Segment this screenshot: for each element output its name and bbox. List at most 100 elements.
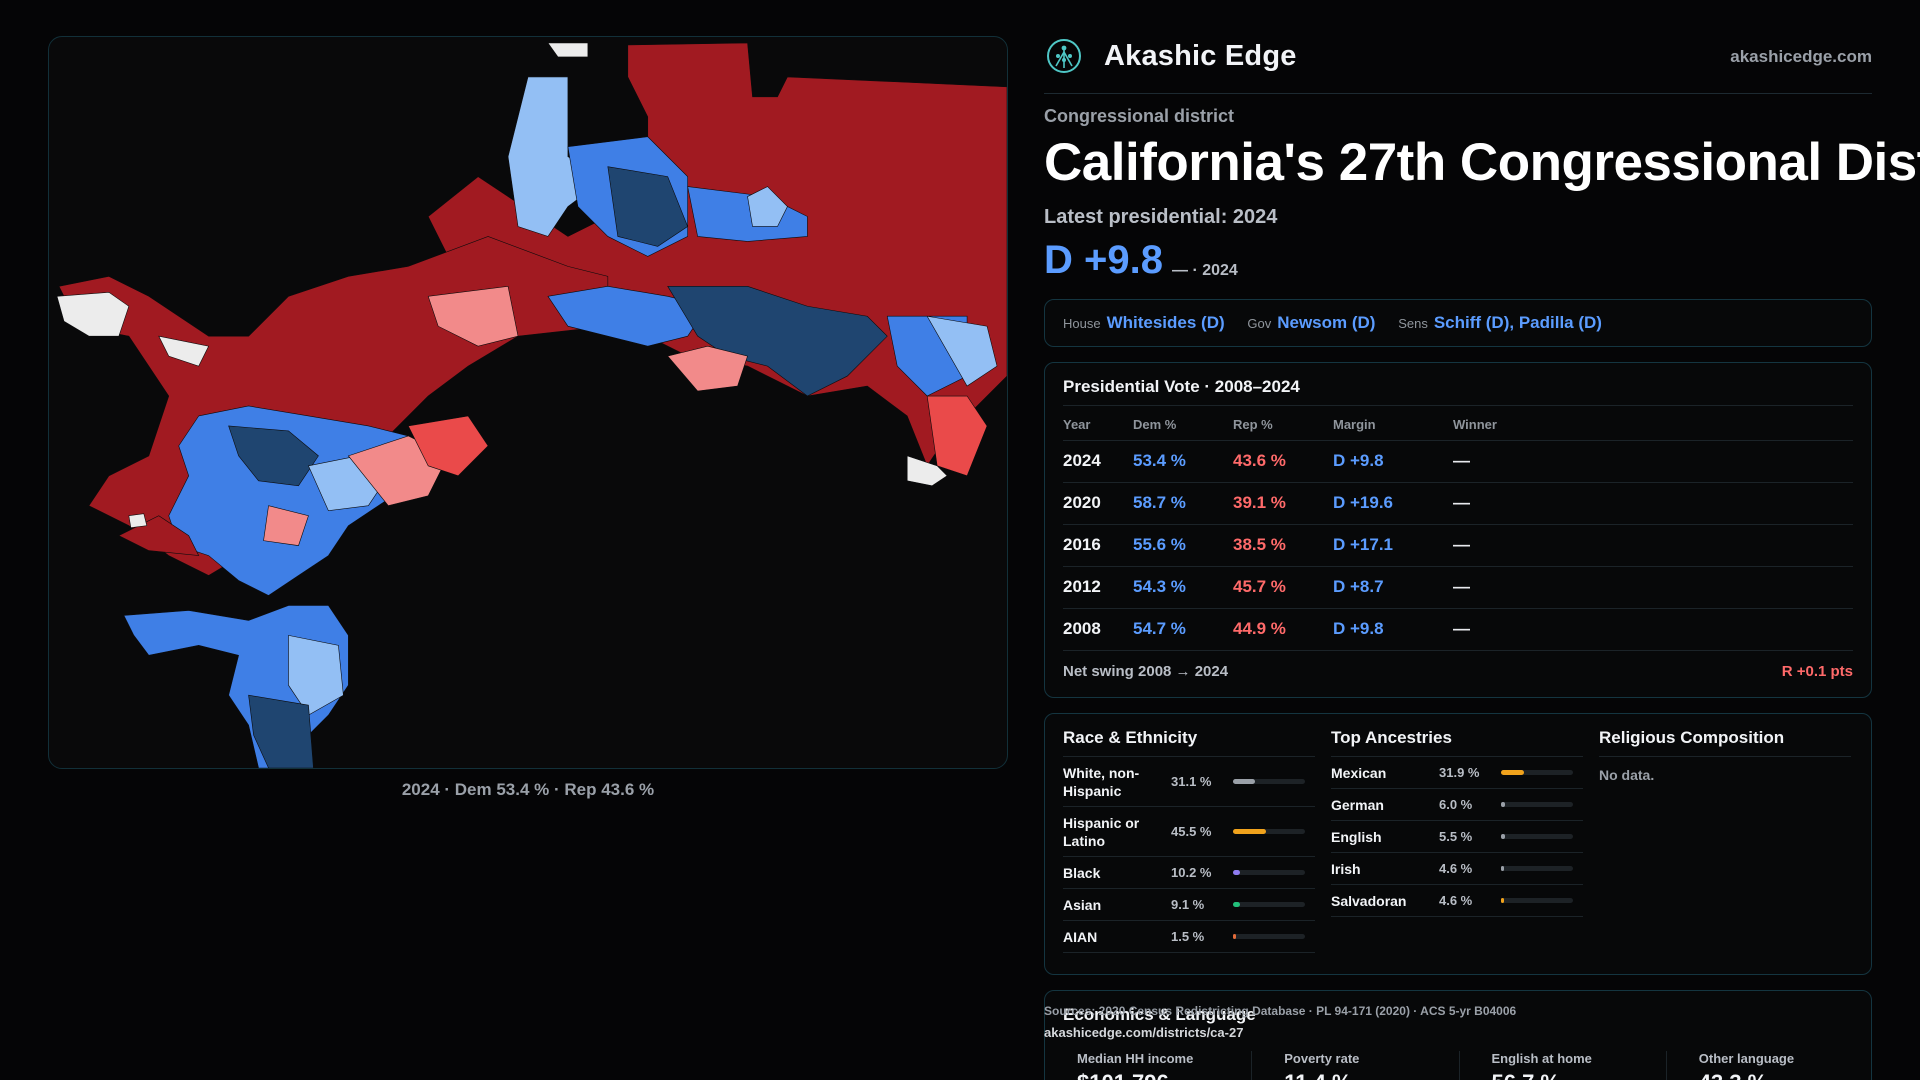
demographic-bar [1233, 779, 1305, 784]
precinct-region[interactable] [128, 513, 148, 528]
demographic-row: German 6.0 % [1331, 789, 1583, 821]
table-row[interactable]: 2012 54.3 % 45.7 % D +8.7 — [1063, 566, 1853, 609]
ancestries-title: Top Ancestries [1331, 728, 1583, 757]
district-map[interactable] [48, 36, 1008, 769]
house-rep-link[interactable]: Whitesides (D) [1106, 313, 1225, 332]
demographic-pct: 1.5 % [1171, 929, 1205, 944]
row-winner: — [1453, 608, 1853, 651]
precinct-region[interactable] [926, 395, 988, 477]
precinct-region[interactable] [547, 42, 589, 58]
house-label: House [1063, 316, 1101, 331]
row-rep: 44.9 % [1233, 608, 1333, 651]
demographic-pct: 10.2 % [1171, 865, 1212, 880]
demographic-pct: 45.5 % [1171, 824, 1212, 839]
district-detail-panel: Akashic Edge akashicedge.com Congression… [1044, 0, 1920, 1080]
presidential-vote-title: Presidential Vote · 2008–2024 [1063, 377, 1853, 406]
demographics-card: Race & Ethnicity White, non-Hispanic 31.1… [1044, 713, 1872, 975]
net-swing-value: R +0.1 pts [1781, 662, 1853, 680]
map-caption: 2024 · Dem 53.4 % · Rep 43.6 % [401, 780, 655, 799]
precinct-region[interactable] [228, 425, 319, 487]
row-winner: — [1453, 566, 1853, 609]
row-dem: 54.7 % [1133, 608, 1233, 651]
demographic-bar [1233, 829, 1305, 834]
source-note: Sources: 2020 Census Redistricting Datab… [1044, 1004, 1517, 1018]
demographic-row: White, non-Hispanic 31.1 % [1063, 757, 1315, 807]
row-margin: D +9.8 [1333, 608, 1453, 651]
demographic-bar [1501, 802, 1573, 807]
precinct-region[interactable] [248, 694, 314, 768]
precinct-region[interactable] [288, 634, 344, 716]
senators-link[interactable]: Schiff (D), Padilla (D) [1433, 313, 1602, 332]
demographic-bar-fill [1233, 870, 1241, 875]
precinct-region[interactable] [56, 291, 130, 337]
religion-title: Religious Composition [1599, 728, 1851, 757]
permalink-link[interactable]: akashicedge.com/districts/ca-27 [1044, 1025, 1244, 1040]
precinct-region[interactable] [158, 335, 210, 367]
precinct-region[interactable] [906, 455, 948, 487]
demographic-pct: 4.6 % [1439, 861, 1473, 876]
precinct-region[interactable] [427, 285, 519, 347]
precinct-region[interactable] [747, 186, 788, 227]
demographic-name: English [1331, 828, 1382, 845]
demographic-bar-fill [1233, 934, 1236, 939]
stat-value: $101,796 [1077, 1070, 1251, 1080]
table-row[interactable]: 2008 54.7 % 44.9 % D +9.8 — [1063, 608, 1853, 651]
row-rep: 39.1 % [1233, 482, 1333, 525]
table-header-row: Year Dem % Rep % Margin Winner [1063, 410, 1853, 441]
stat-median-income: Median HH income $101,796 [1045, 1051, 1253, 1080]
table-row[interactable]: 2020 58.7 % 39.1 % D +19.6 — [1063, 482, 1853, 525]
officials-card: House Whitesides (D) Gov Newsom (D) Sens Sc… [1044, 299, 1872, 347]
row-margin: D +19.6 [1333, 482, 1453, 525]
precinct-region[interactable] [607, 166, 689, 247]
demographic-pct: 9.1 % [1171, 897, 1205, 912]
demographic-pct: 31.9 % [1439, 765, 1480, 780]
presidential-vote-table: Year Dem % Rep % Margin Winner 2024 53.4… [1063, 410, 1853, 651]
row-rep: 38.5 % [1233, 524, 1333, 567]
latest-margin-sub: — · 2024 [1172, 262, 1238, 279]
precinct-region[interactable] [667, 345, 748, 392]
demographic-row: Black 10.2 % [1063, 857, 1315, 889]
demographic-name: Irish [1331, 860, 1361, 877]
demographic-bar-fill [1233, 779, 1256, 784]
demographic-bar [1233, 934, 1305, 939]
tree-of-life-icon[interactable] [1046, 38, 1082, 74]
demographic-name: German [1331, 796, 1384, 813]
demographic-pct: 6.0 % [1439, 797, 1473, 812]
row-rep: 43.6 % [1233, 440, 1333, 483]
row-winner: — [1453, 524, 1853, 567]
gov-label: Gov [1247, 316, 1272, 331]
precinct-map-svg[interactable] [49, 37, 1007, 768]
precinct-region[interactable] [407, 415, 489, 477]
net-swing-label: Net swing 2008 → 2024 [1063, 662, 1229, 680]
economics-card: Economics & Language Median HH income $1… [1044, 990, 1872, 1080]
stat-label: Other language [1698, 1051, 1795, 1066]
table-row[interactable]: 2024 53.4 % 43.6 % D +9.8 — [1063, 440, 1853, 483]
stat-poverty-rate: Poverty rate 11.4 % [1252, 1051, 1460, 1080]
row-margin: D +17.1 [1333, 524, 1453, 567]
table-row[interactable]: 2016 55.6 % 38.5 % D +17.1 — [1063, 524, 1853, 567]
demographic-bar-fill [1501, 834, 1505, 839]
religion-empty-state: No data. [1599, 767, 1655, 783]
brand-name[interactable]: Akashic Edge [1104, 40, 1297, 72]
row-dem: 58.7 % [1133, 482, 1233, 525]
precinct-region[interactable] [507, 76, 609, 237]
stat-value: 43.3 % [1699, 1070, 1873, 1080]
precinct-region[interactable] [547, 286, 709, 347]
governor-link[interactable]: Newsom (D) [1277, 313, 1376, 332]
demographic-pct: 5.5 % [1439, 829, 1473, 844]
col-winner: Winner [1453, 410, 1853, 441]
demographic-name: Mexican [1331, 764, 1387, 781]
demographic-name: Hispanic or Latino [1063, 814, 1140, 849]
col-margin: Margin [1333, 410, 1453, 441]
demographic-name: White, non-Hispanic [1063, 764, 1140, 799]
stat-other-language: Other language 43.3 % [1667, 1051, 1873, 1080]
precinct-region[interactable] [926, 315, 998, 387]
ancestries-list: Mexican 31.9 % German 6.0 % English 5.5 % Iris… [1331, 757, 1583, 917]
stat-value: 11.4 % [1284, 1070, 1458, 1080]
economics-stats: Median HH income $101,796 Poverty rate 1… [1045, 1051, 1873, 1080]
brand-url-link[interactable]: akashicedge.com [1730, 47, 1872, 66]
precinct-region[interactable] [263, 505, 309, 546]
latest-margin: D +9.8 [1044, 238, 1163, 282]
net-swing-row: Net swing 2008 → 2024 R +0.1 pts [1063, 663, 1853, 680]
district-kicker: Congressional district [1044, 106, 1235, 126]
